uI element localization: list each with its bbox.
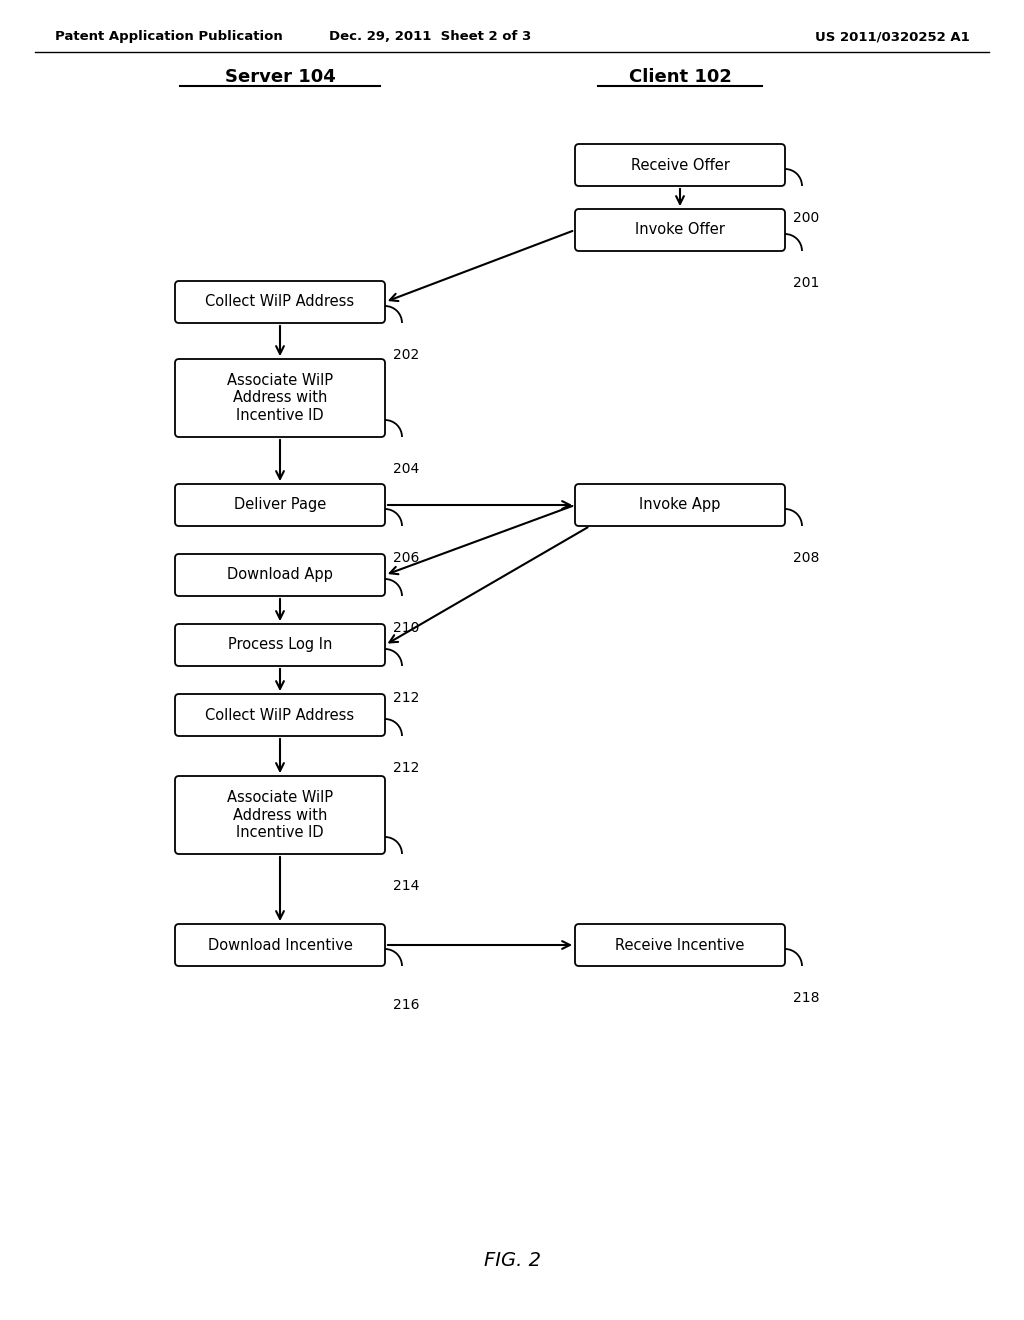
- Text: 212: 212: [393, 762, 420, 775]
- Text: Associate WiIP
Address with
Incentive ID: Associate WiIP Address with Incentive ID: [227, 374, 333, 422]
- Text: Dec. 29, 2011  Sheet 2 of 3: Dec. 29, 2011 Sheet 2 of 3: [329, 30, 531, 44]
- Text: Receive Incentive: Receive Incentive: [615, 937, 744, 953]
- Text: Client 102: Client 102: [629, 69, 731, 86]
- Text: 202: 202: [393, 348, 419, 362]
- FancyBboxPatch shape: [575, 144, 785, 186]
- Text: Process Log In: Process Log In: [227, 638, 332, 652]
- Text: Download App: Download App: [227, 568, 333, 582]
- Text: Patent Application Publication: Patent Application Publication: [55, 30, 283, 44]
- Text: 216: 216: [393, 998, 420, 1012]
- FancyBboxPatch shape: [175, 694, 385, 737]
- Text: Collect WiIP Address: Collect WiIP Address: [206, 708, 354, 722]
- Text: 214: 214: [393, 879, 420, 894]
- FancyBboxPatch shape: [575, 209, 785, 251]
- FancyBboxPatch shape: [175, 924, 385, 966]
- Text: 206: 206: [393, 550, 420, 565]
- Text: 212: 212: [393, 690, 420, 705]
- Text: FIG. 2: FIG. 2: [483, 1250, 541, 1270]
- Text: 204: 204: [393, 462, 419, 477]
- FancyBboxPatch shape: [175, 776, 385, 854]
- FancyBboxPatch shape: [575, 484, 785, 525]
- Text: US 2011/0320252 A1: US 2011/0320252 A1: [815, 30, 970, 44]
- FancyBboxPatch shape: [175, 359, 385, 437]
- Text: Associate WiIP
Address with
Incentive ID: Associate WiIP Address with Incentive ID: [227, 791, 333, 840]
- Text: Invoke Offer: Invoke Offer: [635, 223, 725, 238]
- FancyBboxPatch shape: [175, 554, 385, 597]
- Text: Receive Offer: Receive Offer: [631, 157, 729, 173]
- Text: Deliver Page: Deliver Page: [233, 498, 326, 512]
- Text: 200: 200: [793, 211, 819, 224]
- Text: 208: 208: [793, 550, 819, 565]
- Text: 201: 201: [793, 276, 819, 290]
- Text: Collect WiIP Address: Collect WiIP Address: [206, 294, 354, 309]
- FancyBboxPatch shape: [175, 281, 385, 323]
- Text: 218: 218: [793, 991, 819, 1005]
- FancyBboxPatch shape: [175, 624, 385, 667]
- Text: Server 104: Server 104: [224, 69, 336, 86]
- Text: Invoke App: Invoke App: [639, 498, 721, 512]
- Text: Download Incentive: Download Incentive: [208, 937, 352, 953]
- FancyBboxPatch shape: [175, 484, 385, 525]
- FancyBboxPatch shape: [575, 924, 785, 966]
- Text: 210: 210: [393, 620, 420, 635]
